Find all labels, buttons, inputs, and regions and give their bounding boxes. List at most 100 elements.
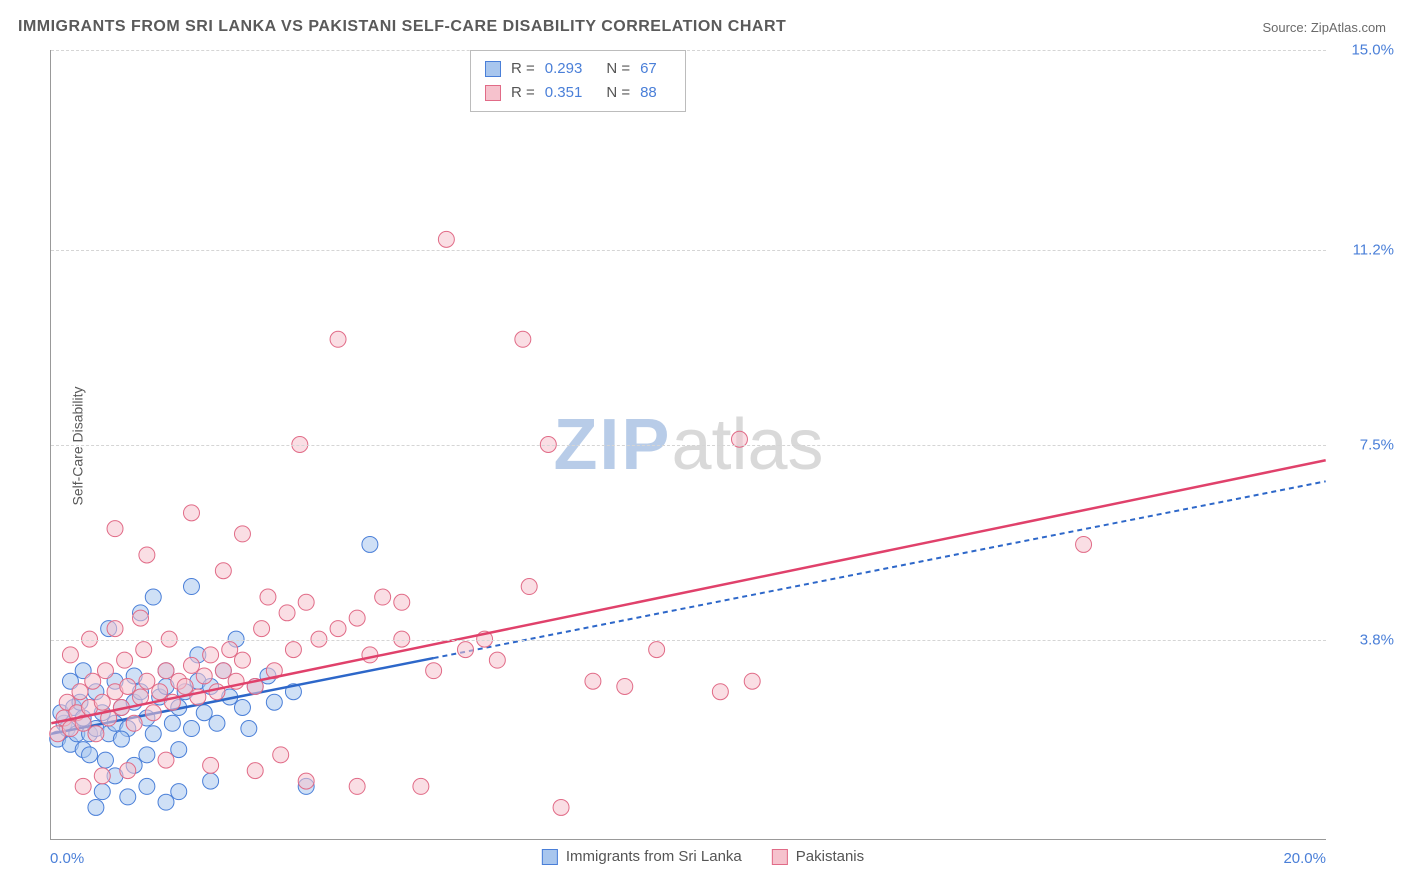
scatter-point-srilanka <box>266 694 282 710</box>
scatter-point-srilanka <box>184 579 200 595</box>
scatter-point-srilanka <box>209 715 225 731</box>
y-tick-label: 7.5% <box>1360 437 1394 454</box>
scatter-point-pakistanis <box>215 563 231 579</box>
scatter-point-pakistanis <box>712 684 728 700</box>
scatter-point-pakistanis <box>222 642 238 658</box>
scatter-point-pakistanis <box>215 663 231 679</box>
gridline <box>51 250 1326 251</box>
scatter-point-pakistanis <box>362 647 378 663</box>
scatter-point-srilanka <box>139 747 155 763</box>
corr-swatch-pakistanis <box>485 85 501 101</box>
r-value-srilanka: 0.293 <box>545 57 583 81</box>
scatter-point-srilanka <box>241 721 257 737</box>
scatter-point-pakistanis <box>273 747 289 763</box>
gridline <box>51 50 1326 51</box>
scatter-point-pakistanis <box>375 589 391 605</box>
scatter-point-pakistanis <box>234 652 250 668</box>
scatter-point-pakistanis <box>158 752 174 768</box>
scatter-point-pakistanis <box>107 621 123 637</box>
scatter-point-pakistanis <box>515 331 531 347</box>
scatter-point-srilanka <box>171 784 187 800</box>
r-label: R = <box>511 81 535 105</box>
x-tick-max: 20.0% <box>1283 850 1326 867</box>
scatter-point-pakistanis <box>62 647 78 663</box>
legend-label-srilanka: Immigrants from Sri Lanka <box>566 848 742 865</box>
x-tick-min: 0.0% <box>50 850 84 867</box>
scatter-point-pakistanis <box>744 673 760 689</box>
scatter-point-pakistanis <box>72 684 88 700</box>
n-label: N = <box>606 81 630 105</box>
scatter-point-pakistanis <box>247 763 263 779</box>
scatter-point-pakistanis <box>298 773 314 789</box>
scatter-point-pakistanis <box>94 768 110 784</box>
scatter-point-pakistanis <box>279 605 295 621</box>
n-label: N = <box>606 57 630 81</box>
scatter-point-pakistanis <box>649 642 665 658</box>
scatter-point-pakistanis <box>426 663 442 679</box>
scatter-point-pakistanis <box>349 778 365 794</box>
scatter-point-pakistanis <box>184 657 200 673</box>
legend-swatch-pakistanis <box>772 849 788 865</box>
n-value-srilanka: 67 <box>640 57 657 81</box>
scatter-point-pakistanis <box>107 521 123 537</box>
corr-row-pakistanis: R = 0.351 N = 88 <box>485 81 671 105</box>
scatter-point-srilanka <box>164 715 180 731</box>
scatter-point-pakistanis <box>177 678 193 694</box>
scatter-point-pakistanis <box>126 715 142 731</box>
y-tick-label: 3.8% <box>1360 631 1394 648</box>
scatter-point-srilanka <box>234 700 250 716</box>
scatter-point-pakistanis <box>85 673 101 689</box>
scatter-point-pakistanis <box>120 763 136 779</box>
scatter-point-pakistanis <box>438 231 454 247</box>
scatter-point-pakistanis <box>617 678 633 694</box>
legend-item-pakistanis: Pakistanis <box>772 848 864 865</box>
scatter-point-srilanka <box>145 726 161 742</box>
scatter-point-pakistanis <box>145 705 161 721</box>
scatter-point-pakistanis <box>139 547 155 563</box>
scatter-point-pakistanis <box>184 505 200 521</box>
scatter-point-pakistanis <box>203 757 219 773</box>
scatter-point-srilanka <box>94 784 110 800</box>
trend-line-pakistanis <box>51 460 1325 723</box>
scatter-point-pakistanis <box>254 621 270 637</box>
legend-item-srilanka: Immigrants from Sri Lanka <box>542 848 742 865</box>
scatter-point-pakistanis <box>117 652 133 668</box>
r-label: R = <box>511 57 535 81</box>
r-value-pakistanis: 0.351 <box>545 81 583 105</box>
scatter-point-srilanka <box>97 752 113 768</box>
scatter-point-pakistanis <box>120 678 136 694</box>
scatter-point-pakistanis <box>139 673 155 689</box>
scatter-point-pakistanis <box>413 778 429 794</box>
scatter-point-pakistanis <box>158 663 174 679</box>
scatter-point-srilanka <box>82 747 98 763</box>
scatter-point-pakistanis <box>394 594 410 610</box>
scatter-point-srilanka <box>120 789 136 805</box>
legend-swatch-srilanka <box>542 849 558 865</box>
scatter-point-srilanka <box>196 705 212 721</box>
n-value-pakistanis: 88 <box>640 81 657 105</box>
scatter-point-srilanka <box>113 731 129 747</box>
scatter-point-pakistanis <box>203 647 219 663</box>
scatter-point-pakistanis <box>234 526 250 542</box>
scatter-point-pakistanis <box>457 642 473 658</box>
y-tick-label: 11.2% <box>1353 242 1394 259</box>
scatter-point-pakistanis <box>75 778 91 794</box>
scatter-point-pakistanis <box>553 799 569 815</box>
scatter-point-pakistanis <box>521 579 537 595</box>
scatter-point-srilanka <box>145 589 161 605</box>
scatter-point-pakistanis <box>285 642 301 658</box>
scatter-point-pakistanis <box>94 694 110 710</box>
scatter-point-pakistanis <box>133 610 149 626</box>
scatter-point-srilanka <box>88 799 104 815</box>
chart-title: IMMIGRANTS FROM SRI LANKA VS PAKISTANI S… <box>18 18 786 36</box>
scatter-point-srilanka <box>171 742 187 758</box>
scatter-point-srilanka <box>203 773 219 789</box>
scatter-point-pakistanis <box>489 652 505 668</box>
scatter-point-pakistanis <box>260 589 276 605</box>
scatter-point-pakistanis <box>330 621 346 637</box>
scatter-point-pakistanis <box>349 610 365 626</box>
scatter-point-srilanka <box>139 778 155 794</box>
scatter-point-pakistanis <box>330 331 346 347</box>
scatter-point-pakistanis <box>88 726 104 742</box>
scatter-point-pakistanis <box>136 642 152 658</box>
